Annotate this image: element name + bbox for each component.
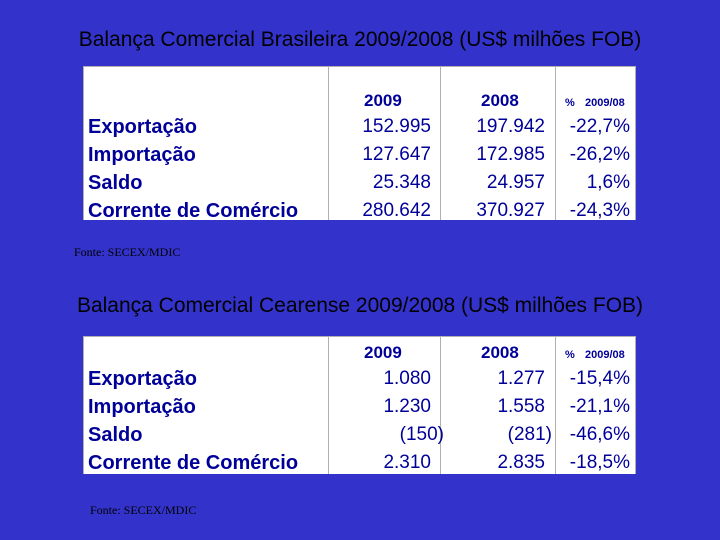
col-header-percent: % <box>565 97 575 109</box>
cell-percent: -18,5% <box>569 452 630 473</box>
cell-percent: -21,1% <box>569 396 630 417</box>
col-header-2009: 2009 <box>364 91 402 110</box>
col-header-2008: 2008 <box>481 91 519 110</box>
cell-2008: 197.942 <box>476 116 545 137</box>
row-label: Importação <box>88 396 196 418</box>
table-brasil: 2009 2008 % 2009/08 Exportação Importaçã… <box>83 66 636 222</box>
cell-2008: 1.558 <box>497 396 545 417</box>
title-brasil: Balança Comercial Brasileira 2009/2008 (… <box>78 28 642 51</box>
table-grid <box>83 66 636 220</box>
table-ceara: 2009 2008 % 2009/08 Exportação Importaçã… <box>83 336 636 474</box>
cell-2009: 280.642 <box>362 200 431 221</box>
cell-2009: 1.230 <box>383 396 431 417</box>
col-header-2009: 2009 <box>364 343 402 362</box>
col-header-period: 2009/08 <box>585 97 625 109</box>
row-label: Exportação <box>88 368 197 390</box>
col-header-percent: % <box>565 349 575 361</box>
cell-2009: 1.080 <box>383 368 431 389</box>
row-label: Saldo <box>88 172 143 194</box>
cell-2008: 24.957 <box>486 172 545 193</box>
table-grid <box>83 336 636 474</box>
cell-2009: 25.348 <box>372 172 431 193</box>
cell-percent: -46,6% <box>569 424 630 445</box>
cell-2008: 2.835 <box>497 452 545 473</box>
cell-2009: (150) <box>399 424 444 445</box>
row-label: Corrente de Comércio <box>88 200 299 222</box>
cell-percent: -22,7% <box>569 116 630 137</box>
title-ceara: Balança Comercial Cearense 2009/2008 (US… <box>76 294 644 317</box>
col-header-period: 2009/08 <box>585 349 625 361</box>
row-label: Corrente de Comércio <box>88 452 299 474</box>
col-header-2008: 2008 <box>481 343 519 362</box>
cell-2008: 370.927 <box>476 200 545 221</box>
cell-2009: 2.310 <box>383 452 431 473</box>
row-label: Exportação <box>88 116 197 138</box>
row-label: Saldo <box>88 424 143 446</box>
cell-2009: 127.647 <box>362 144 431 165</box>
cell-2008: 172.985 <box>476 144 545 165</box>
cell-percent: -15,4% <box>569 368 630 389</box>
cell-2009: 152.995 <box>362 116 431 137</box>
cell-percent: -24,3% <box>569 200 630 221</box>
source-note: Fonte: SECEX/MDIC <box>74 245 181 259</box>
cell-percent: 1,6% <box>586 172 630 193</box>
cell-2008: 1.277 <box>497 368 545 389</box>
cell-2008: (281) <box>507 424 552 445</box>
source-note: Fonte: SECEX/MDIC <box>90 503 197 517</box>
cell-percent: -26,2% <box>569 144 630 165</box>
row-label: Importação <box>88 144 196 166</box>
